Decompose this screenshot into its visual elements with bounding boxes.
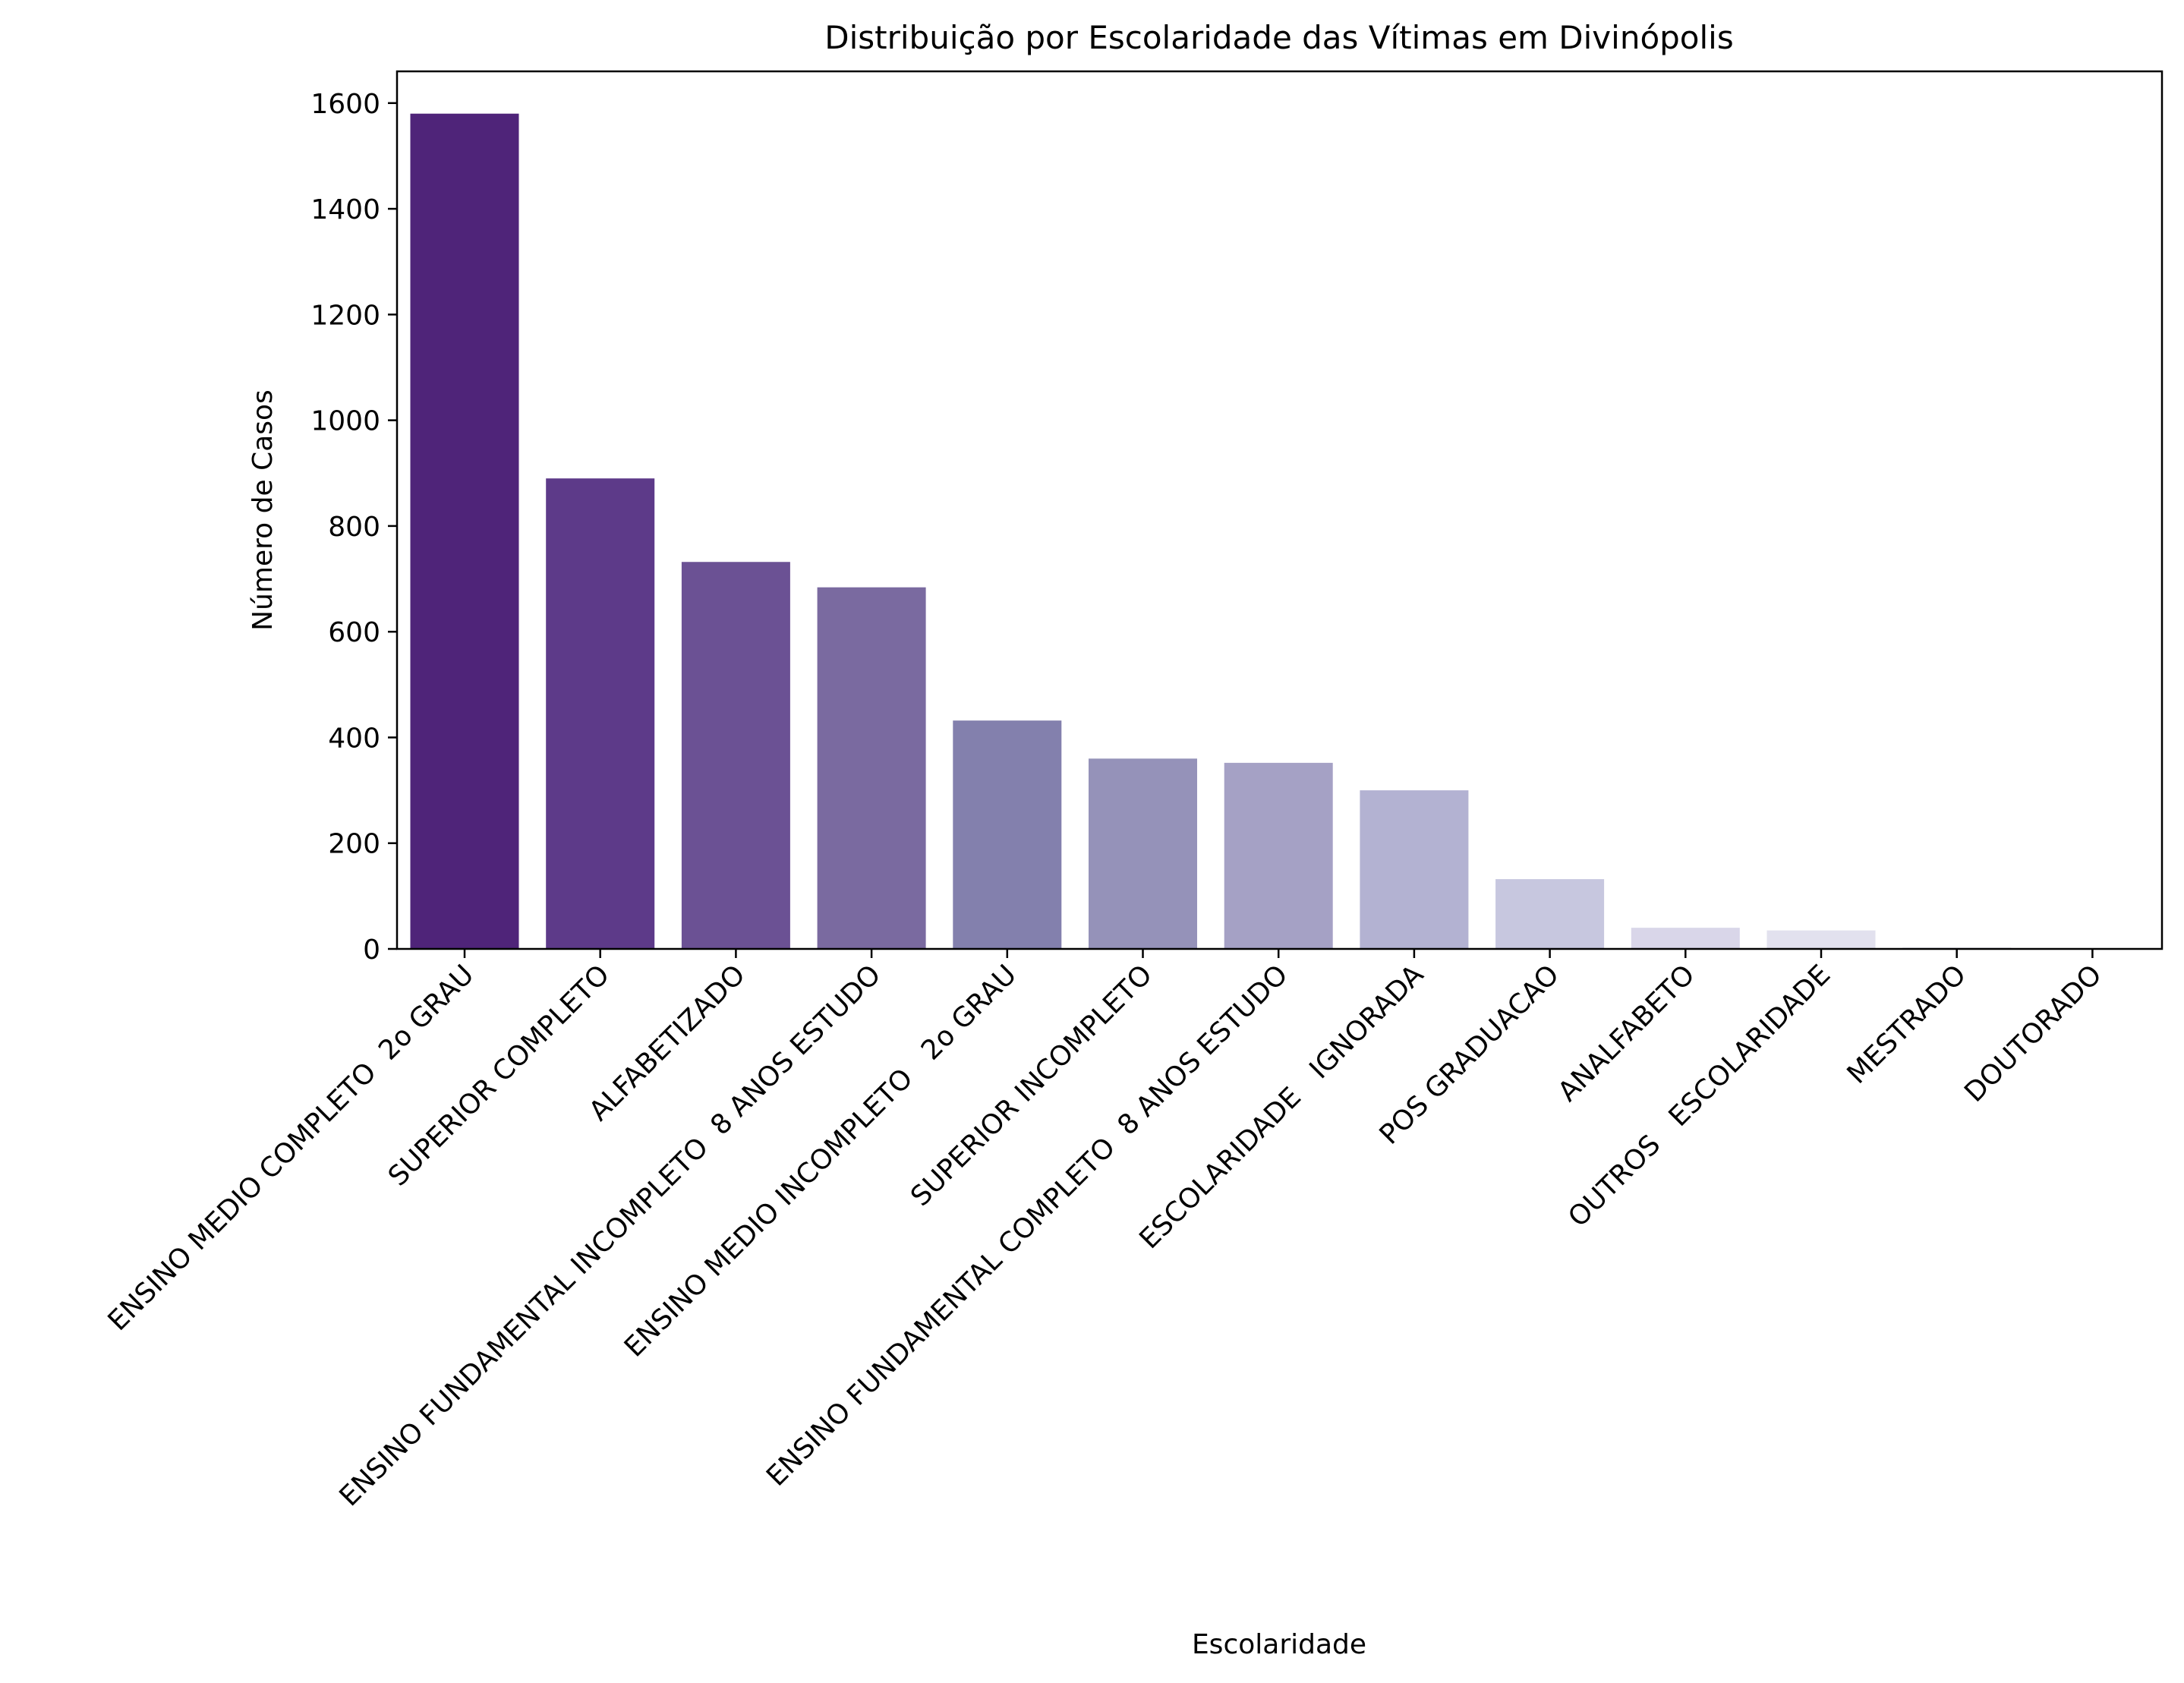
bar-5 (1089, 758, 1197, 949)
bar-3 (817, 587, 926, 949)
x-tick-label: ESCOLARIDADE IGNORADA (1133, 959, 1429, 1255)
y-axis-label: Número de Casos (247, 389, 279, 631)
x-tick-label: DOUTORADO (1959, 959, 2108, 1108)
y-axis: 0 200 400 600 800 1000 1200 1400 1600 (310, 89, 397, 966)
bar-10 (1766, 930, 1876, 949)
y-tick-label: 600 (328, 617, 380, 648)
bar-1 (546, 478, 655, 949)
bars-group (410, 113, 2147, 950)
y-tick-label: 0 (363, 934, 380, 966)
y-tick-label: 1400 (310, 194, 380, 225)
bar-4 (953, 720, 1062, 949)
bar-2 (681, 562, 790, 949)
x-tick-label: ANALFABETO (1552, 959, 1701, 1108)
x-tick-label: MESTRADO (1842, 959, 1972, 1089)
bar-9 (1631, 928, 1740, 949)
y-tick-label: 1000 (310, 406, 380, 437)
chart-title: Distribuição por Escolaridade das Vítima… (824, 19, 1733, 56)
x-tick-label: SUPERIOR INCOMPLETO (905, 959, 1158, 1212)
bar-8 (1495, 879, 1605, 949)
y-tick-label: 1200 (310, 300, 380, 331)
bar-6 (1224, 762, 1333, 949)
bar-0 (410, 113, 519, 950)
y-tick-label: 1600 (310, 89, 380, 120)
x-tick-label: SUPERIOR COMPLETO (383, 959, 616, 1192)
x-tick-label: ENSINO FUNDAMENTAL COMPLETO 8 ANOS ESTUD… (761, 959, 1294, 1492)
x-tick-label: OUTROS ESCOLARIDADE (1562, 959, 1836, 1233)
plot-frame (396, 70, 2164, 950)
y-tick-label: 800 (328, 512, 380, 543)
y-tick-label: 200 (328, 829, 380, 860)
x-axis-label: Escolaridade (1192, 1629, 1366, 1660)
y-tick-label: 400 (328, 723, 380, 754)
bar-7 (1360, 790, 1469, 949)
